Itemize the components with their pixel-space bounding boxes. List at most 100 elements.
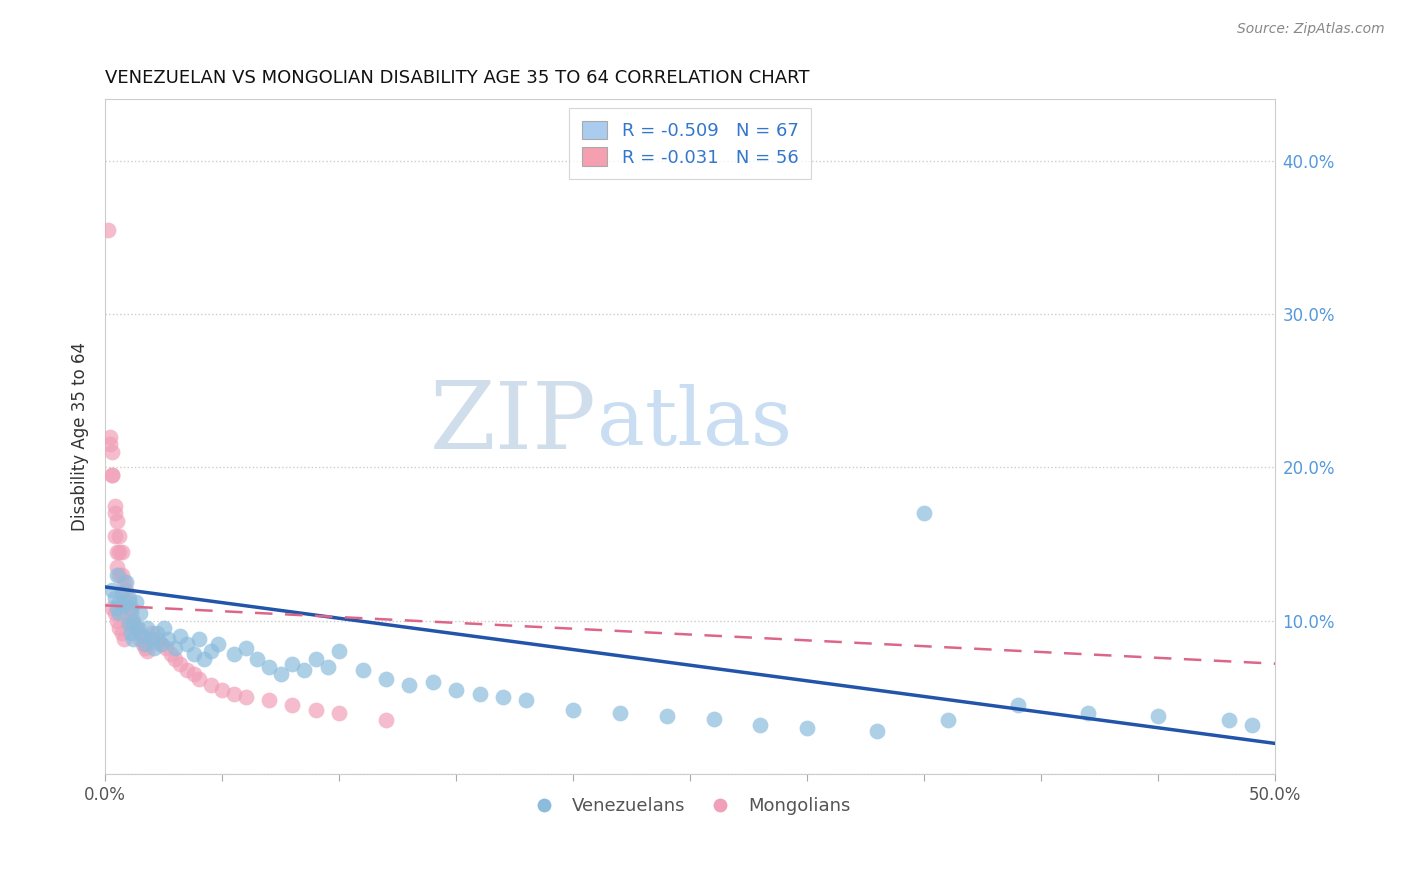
Point [211,682,233,697]
Point [105,567,128,582]
Point [103,529,125,543]
Point [141,632,163,647]
Point [115,582,138,597]
Point [703,712,725,726]
Point [101,582,124,597]
Point [101,445,124,459]
Point [117,614,139,628]
Point [655,709,678,723]
Point [112,599,135,613]
Point [281,698,304,712]
Point [131,629,153,643]
Point [398,678,420,692]
Point [200,644,222,658]
Point [101,468,124,483]
Point [1147,709,1170,723]
Point [316,659,339,673]
Point [749,718,772,732]
Point [122,614,145,628]
Point [866,724,889,739]
Point [117,616,139,631]
Point [120,601,142,615]
Point [96,222,118,236]
Point [108,529,131,543]
Point [328,644,350,658]
Point [352,663,374,677]
Point [108,606,131,620]
Point [222,687,245,701]
Point [131,637,153,651]
Point [110,567,132,582]
Point [187,632,209,647]
Point [145,626,167,640]
Point [292,663,315,677]
Point [176,637,198,651]
Point [101,601,124,615]
Point [105,560,128,574]
Point [187,672,209,686]
Point [122,632,145,647]
Point [235,641,257,656]
Point [124,595,146,609]
Point [108,545,131,559]
Point [492,690,515,705]
Point [235,690,257,705]
Point [152,621,174,635]
Point [127,626,149,640]
Point [207,637,229,651]
Point [124,621,146,635]
Point [1077,706,1099,720]
Point [105,614,128,628]
Point [108,621,131,635]
Point [1218,714,1240,728]
Point [127,621,149,635]
Point [150,637,173,651]
Point [120,606,142,620]
Point [105,514,128,528]
Point [328,706,350,720]
Point [257,659,280,673]
Legend: Venezuelans, Mongolians: Venezuelans, Mongolians [523,790,858,822]
Point [110,586,132,600]
Point [145,632,167,647]
Point [103,499,125,513]
Point [200,678,222,692]
Point [1007,698,1029,712]
Point [305,652,328,666]
Point [1240,718,1263,732]
Point [115,575,138,590]
Point [936,714,959,728]
Point [222,648,245,662]
Point [912,507,935,521]
Point [117,591,139,605]
Text: atlas: atlas [596,384,792,462]
Point [165,641,187,656]
Point [159,648,181,662]
Point [515,693,537,707]
Point [120,626,142,640]
Point [165,652,187,666]
Point [108,567,131,582]
Point [609,706,631,720]
Point [155,641,177,656]
Point [103,591,125,605]
Point [157,632,180,647]
Point [103,507,125,521]
Point [193,652,215,666]
Point [270,667,292,681]
Point [115,601,138,615]
Point [98,430,121,444]
Point [257,693,280,707]
Point [183,667,205,681]
Point [129,632,152,647]
Point [98,437,121,451]
Point [134,637,156,651]
Point [112,575,135,590]
Point [108,595,131,609]
Point [143,641,166,656]
Point [444,682,467,697]
Point [103,606,125,620]
Point [468,687,491,701]
Point [134,641,156,656]
Point [169,657,191,671]
